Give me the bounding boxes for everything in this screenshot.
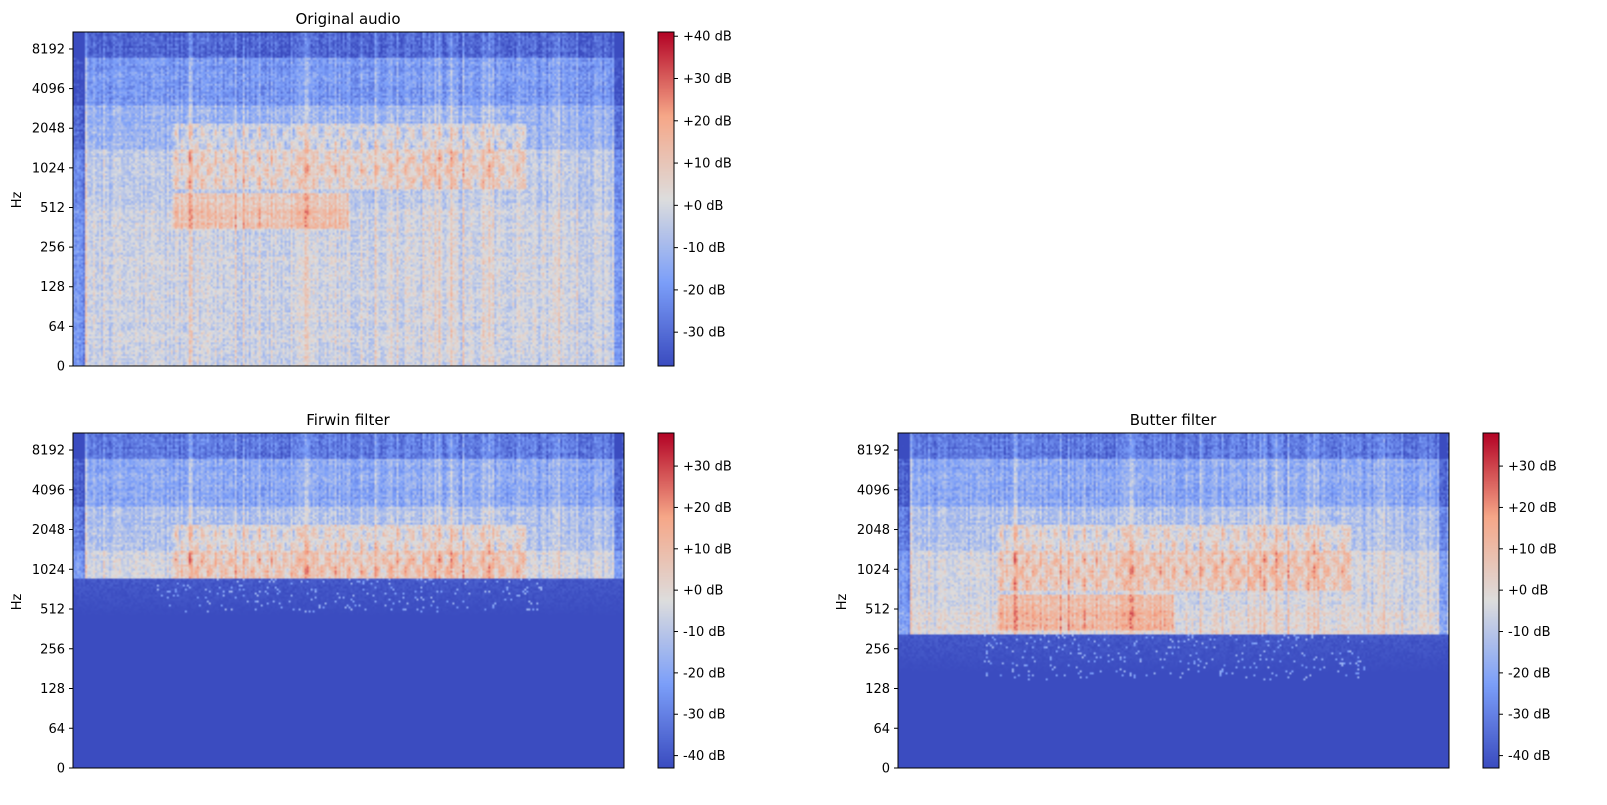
colorbar-tick-label: +0 dB	[1508, 584, 1548, 599]
y-tick-label: 4096	[857, 483, 890, 498]
spectrogram-heatmap	[73, 433, 624, 768]
y-tick-label: 0	[882, 762, 890, 777]
y-tick-label: 256	[865, 642, 890, 657]
panel-title: Original audio	[295, 10, 400, 28]
colorbar-tick-label: -20 dB	[683, 666, 726, 681]
y-tick-label: 1024	[857, 563, 890, 578]
y-axis: 0 64 128 256 512 1024 2048 4096 8192	[32, 42, 73, 375]
colorbar-tick-label: +10 dB	[1508, 542, 1557, 557]
colorbar-ticks: +40 dB +30 dB +20 dB +10 dB +0 dB -10 dB -20 d…	[674, 30, 732, 341]
panel-title: Firwin filter	[306, 411, 390, 429]
colorbar-tick-label: -30 dB	[1508, 708, 1551, 723]
colorbar-tick-label: +10 dB	[683, 157, 732, 172]
panel-title: Butter filter	[1130, 411, 1217, 429]
y-tick-label: 128	[40, 682, 65, 697]
y-tick-label: 512	[40, 201, 65, 216]
colorbar-tick-label: -10 dB	[683, 625, 726, 640]
y-tick-label: 1024	[32, 161, 65, 176]
colorbar-tick-label: +20 dB	[1508, 501, 1557, 516]
y-axis-label: Hz	[10, 594, 25, 611]
colorbar-tick-label: +30 dB	[683, 72, 732, 87]
y-tick-label: 64	[873, 722, 890, 737]
colorbar-frame	[657, 432, 675, 769]
plot-frame	[72, 31, 625, 367]
colorbar-tick-label: +30 dB	[683, 460, 732, 475]
y-tick-label: 4096	[32, 483, 65, 498]
y-tick-label: 256	[40, 642, 65, 657]
colorbar-tick-label: -20 dB	[1508, 666, 1551, 681]
colorbar-tick-label: -10 dB	[1508, 625, 1551, 640]
y-tick-label: 8192	[32, 444, 65, 459]
y-tick-label: 512	[40, 603, 65, 618]
colorbar-tick-label: +30 dB	[1508, 460, 1557, 475]
y-tick-label: 8192	[32, 42, 65, 57]
plot-frame	[897, 432, 1450, 769]
y-tick-label: 8192	[857, 444, 890, 459]
colorbar-tick-label: -30 dB	[683, 326, 726, 341]
y-tick-label: 128	[40, 280, 65, 295]
colorbar-ticks: +30 dB +20 dB +10 dB +0 dB -10 dB -20 dB -30 d…	[674, 460, 732, 764]
y-tick-label: 512	[865, 603, 890, 618]
colorbar: +40 dB +30 dB +20 dB +10 dB +0 dB -10 dB -20 d…	[657, 30, 732, 367]
plot-frame	[72, 432, 625, 769]
y-axis-label: Hz	[10, 192, 25, 209]
panel-firwin-filter: Firwin filter Hz 0 64 128 256 512 1024 2048 409…	[10, 411, 732, 777]
y-tick-label: 0	[57, 360, 65, 375]
colorbar-tick-label: +40 dB	[683, 30, 732, 45]
colorbar-tick-label: -10 dB	[683, 241, 726, 256]
colorbar-tick-label: +20 dB	[683, 501, 732, 516]
colorbar-frame	[1482, 432, 1500, 769]
colorbar-tick-label: +0 dB	[683, 584, 723, 599]
colorbar-tick-label: -30 dB	[683, 708, 726, 723]
y-tick-label: 4096	[32, 82, 65, 97]
colorbar-tick-label: +0 dB	[683, 199, 723, 214]
colorbar-tick-label: -20 dB	[683, 283, 726, 298]
colorbar: +30 dB +20 dB +10 dB +0 dB -10 dB -20 dB -30 d…	[1482, 432, 1557, 769]
colorbar-tick-label: +20 dB	[683, 114, 732, 129]
y-tick-label: 256	[40, 241, 65, 256]
spectrogram-heatmap	[898, 433, 1449, 768]
y-tick-label: 2048	[857, 523, 890, 538]
colorbar-ticks: +30 dB +20 dB +10 dB +0 dB -10 dB -20 dB -30 d…	[1499, 460, 1557, 764]
y-axis: 0 64 128 256 512 1024 2048 4096 8192	[857, 444, 898, 777]
colorbar: +30 dB +20 dB +10 dB +0 dB -10 dB -20 dB -30 d…	[657, 432, 732, 769]
y-tick-label: 0	[57, 762, 65, 777]
y-tick-label: 2048	[32, 523, 65, 538]
y-axis-label: Hz	[835, 594, 850, 611]
spectrogram-heatmap	[73, 32, 624, 366]
y-tick-label: 128	[865, 682, 890, 697]
y-tick-label: 64	[48, 320, 65, 335]
panel-original-audio: Original audio Hz 0 64 128 256 512 1024 2048 40…	[10, 10, 732, 375]
colorbar-frame	[657, 31, 675, 367]
y-tick-label: 2048	[32, 122, 65, 137]
colorbar-tick-label: -40 dB	[1508, 749, 1551, 764]
y-tick-label: 1024	[32, 563, 65, 578]
y-axis: 0 64 128 256 512 1024 2048 4096 8192	[32, 444, 73, 777]
colorbar-tick-label: +10 dB	[683, 542, 732, 557]
y-tick-label: 64	[48, 722, 65, 737]
colorbar-tick-label: -40 dB	[683, 749, 726, 764]
panel-butter-filter: Butter filter Hz 0 64 128 256 512 1024 2048 409…	[835, 411, 1557, 777]
